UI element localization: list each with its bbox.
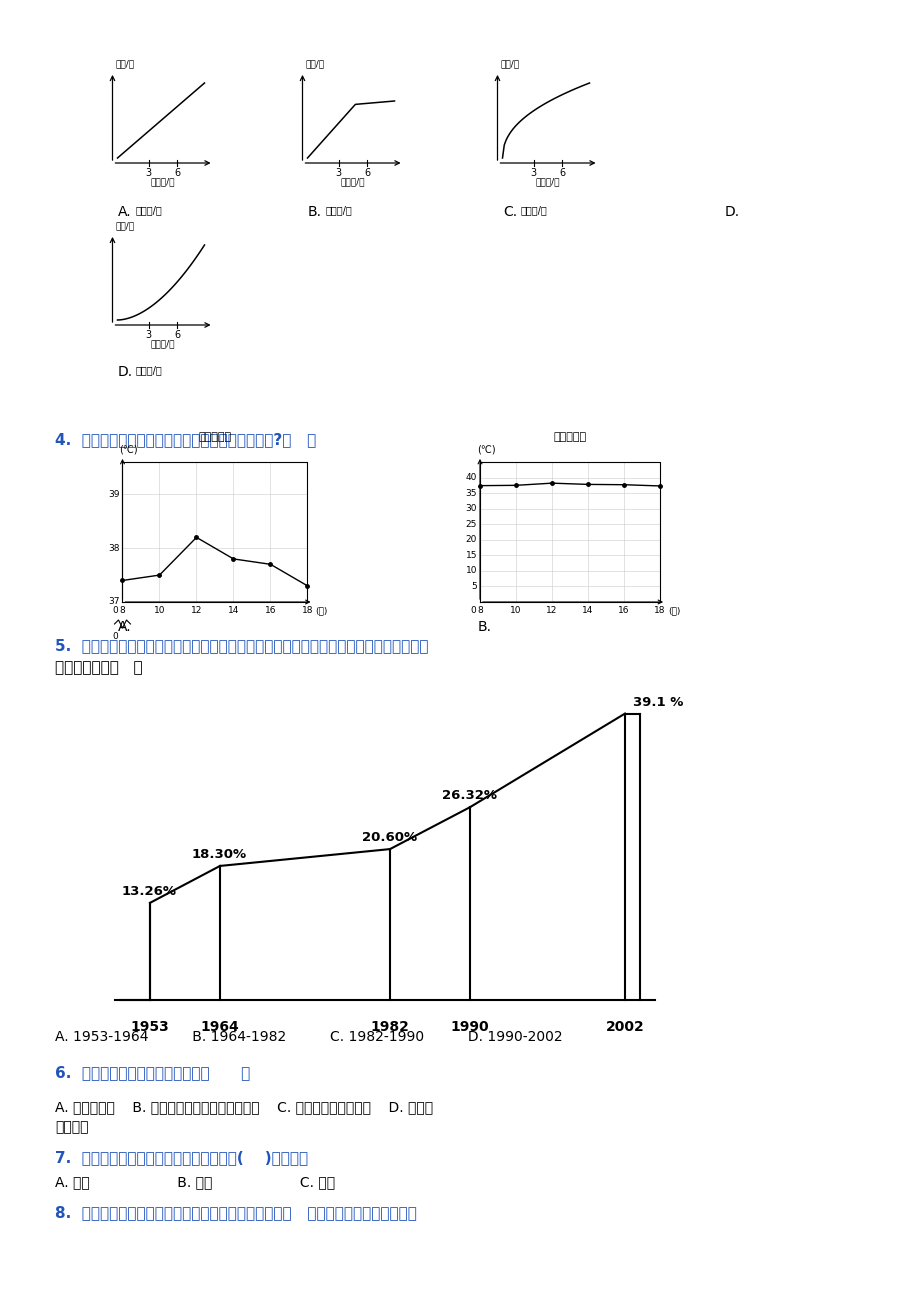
Text: 8: 8 (477, 605, 482, 615)
Text: 小胖的体温: 小胖的体温 (553, 432, 586, 441)
Text: 30: 30 (465, 504, 476, 513)
Text: 水费/元: 水费/元 (116, 221, 134, 230)
Text: 12: 12 (546, 605, 557, 615)
Text: B.: B. (308, 204, 322, 219)
Text: A. 条形                    B. 折线                    C. 扇形: A. 条形 B. 折线 C. 扇形 (55, 1174, 335, 1189)
Text: 5: 5 (471, 582, 476, 591)
Text: 水费/元: 水费/元 (116, 59, 134, 68)
Text: 用水量/吨: 用水量/吨 (520, 204, 547, 215)
Text: 3: 3 (530, 168, 536, 178)
Text: 16: 16 (265, 605, 276, 615)
Text: 用水量/吨: 用水量/吨 (535, 177, 560, 186)
Text: B.: B. (478, 620, 492, 634)
Text: 39.1 %: 39.1 % (632, 695, 683, 708)
Text: 3: 3 (145, 329, 152, 340)
Text: A.: A. (118, 620, 131, 634)
Text: 小胖的体温: 小胖的体温 (199, 432, 232, 441)
Text: (℃): (℃) (119, 444, 138, 454)
Text: 12: 12 (190, 605, 202, 615)
Text: 10: 10 (153, 605, 165, 615)
Text: D.: D. (118, 365, 133, 379)
Text: 18: 18 (653, 605, 665, 615)
Text: 40: 40 (465, 473, 476, 482)
Text: 16: 16 (618, 605, 630, 615)
Text: D.: D. (724, 204, 739, 219)
Text: C.: C. (503, 204, 516, 219)
Text: 6: 6 (364, 168, 369, 178)
Text: 15: 15 (465, 551, 476, 560)
Text: 1964: 1964 (200, 1019, 239, 1034)
Text: 用水量/吨: 用水量/吨 (136, 365, 163, 375)
Text: 用水量/吨: 用水量/吨 (136, 204, 163, 215)
Text: 1953: 1953 (130, 1019, 169, 1034)
Text: 1982: 1982 (370, 1019, 409, 1034)
Text: 3: 3 (335, 168, 341, 178)
Text: 25: 25 (465, 519, 476, 529)
Text: 3: 3 (145, 168, 152, 178)
Text: 0: 0 (113, 631, 119, 641)
Text: 26.32%: 26.32% (441, 789, 496, 802)
Text: 用水量/吨: 用水量/吨 (151, 339, 175, 348)
Text: 0: 0 (470, 605, 475, 615)
Text: 7.  要反映一～六年级的学生人数最好选择(    )统计图。: 7. 要反映一～六年级的学生人数最好选择( )统计图。 (55, 1150, 308, 1165)
Text: 39: 39 (108, 490, 119, 499)
Text: (℃): (℃) (476, 444, 495, 454)
Text: 4.  下面一组折线统计图中，哪个折线统计图更合理?（   ）: 4. 下面一组折线统计图中，哪个折线统计图更合理?（ ） (55, 432, 316, 447)
Text: 2002: 2002 (605, 1019, 643, 1034)
Text: 6: 6 (174, 168, 180, 178)
Text: 用水量/吨: 用水量/吨 (340, 177, 365, 186)
Text: 5.  城镇人口占总人口比例的大小表示城镇化水平的高低，由图可知，我国城镇化水平提高: 5. 城镇人口占总人口比例的大小表示城镇化水平的高低，由图可知，我国城镇化水平提… (55, 638, 428, 654)
Text: 38: 38 (108, 544, 119, 552)
Text: 14: 14 (228, 605, 239, 615)
Text: 18: 18 (301, 605, 312, 615)
Text: 8: 8 (119, 605, 125, 615)
Text: 20.60%: 20.60% (361, 831, 416, 844)
Text: 最快的时期是（   ）: 最快的时期是（ ） (55, 660, 142, 674)
Text: 6: 6 (174, 329, 180, 340)
Text: 35: 35 (465, 488, 476, 497)
Text: 用水量/吨: 用水量/吨 (151, 177, 175, 186)
Text: 分布情况: 分布情况 (55, 1120, 88, 1134)
Text: 8.  如图：这是一位病人的体温记录统计图；护士每隔（   ）小时给病人量一次体温。: 8. 如图：这是一位病人的体温记录统计图；护士每隔（ ）小时给病人量一次体温。 (55, 1204, 416, 1220)
Text: 水费/元: 水费/元 (500, 59, 519, 68)
Text: 1990: 1990 (450, 1019, 489, 1034)
Text: 6: 6 (559, 168, 564, 178)
Text: A.: A. (118, 204, 131, 219)
Text: 13.26%: 13.26% (122, 885, 176, 898)
Text: 18.30%: 18.30% (192, 848, 247, 861)
Text: 14: 14 (582, 605, 593, 615)
Text: 用水量/吨: 用水量/吨 (325, 204, 352, 215)
Text: 37: 37 (108, 598, 119, 607)
Text: A. 1953-1964          B. 1964-1982          C. 1982-1990          D. 1990-2002: A. 1953-1964 B. 1964-1982 C. 1982-1990 D… (55, 1030, 562, 1044)
Text: 0: 0 (113, 605, 119, 615)
Text: 10: 10 (465, 566, 476, 575)
Text: 20: 20 (465, 535, 476, 544)
Text: A. 数量的多少    B. 各部分数量与总量之间的关系    C. 数量的增减变化情况    D. 数据的: A. 数量的多少 B. 各部分数量与总量之间的关系 C. 数量的增减变化情况 D… (55, 1100, 433, 1115)
Text: 6.  折线统计图可以清晰地表示出（      ）: 6. 折线统计图可以清晰地表示出（ ） (55, 1065, 250, 1079)
Text: 10: 10 (510, 605, 521, 615)
Text: (时): (时) (667, 605, 680, 615)
Text: (时): (时) (315, 605, 327, 615)
Text: 水费/元: 水费/元 (305, 59, 324, 68)
